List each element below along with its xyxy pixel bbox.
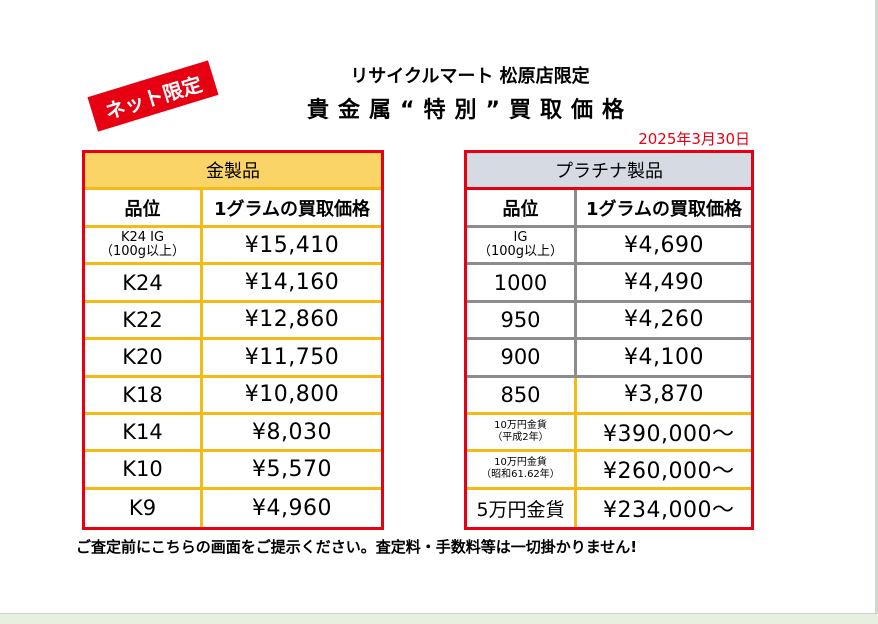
gold-row-grade: K9 xyxy=(85,489,203,527)
platinum-row-grade-line2: （100g以上） xyxy=(477,244,564,260)
coin-row-price: ¥390,000〜 xyxy=(577,415,751,453)
gold-row-price: ¥10,800 xyxy=(203,378,381,415)
platinum-row-grade: 900 xyxy=(467,340,577,378)
coin-row-grade-line1: 10万円金貨 xyxy=(494,420,547,432)
gold-row-grade: K22 xyxy=(85,302,203,341)
gold-row-price: ¥8,030 xyxy=(203,415,381,453)
coin-row-grade-line2: （昭和61.62年） xyxy=(481,469,560,481)
store-name: リサイクルマート 松原店限定 xyxy=(350,66,590,87)
platinum-row-grade-line1: IG xyxy=(513,230,528,246)
gold-row-grade-line1: K24 IG xyxy=(120,230,165,246)
platinum-col-price-header: 1グラムの買取価格 xyxy=(577,190,751,228)
coin-row-grade: 10万円金貨 （平成2年） xyxy=(467,414,577,453)
platinum-row-grade: 1000 xyxy=(467,265,577,303)
coin-row-grade-line1: 10万円金貨 xyxy=(494,457,547,469)
platinum-row-price: ¥4,490 xyxy=(577,265,751,303)
platinum-row-price: ¥4,260 xyxy=(577,303,751,341)
coin-row-price: ¥234,000〜 xyxy=(603,498,735,524)
price-date: 2025年3月30日 xyxy=(638,130,750,148)
platinum-row-price: ¥4,690 xyxy=(577,228,751,266)
gold-row-grade: K14 xyxy=(85,414,203,453)
footer-notice: ご査定前にこちらの画面をご提示ください。査定料・手数料等は一切掛かりません! xyxy=(76,538,638,556)
gold-row-grade: K24 IG （100g以上） xyxy=(85,228,203,266)
gold-row-grade: K18 xyxy=(85,377,203,415)
window-edge xyxy=(875,0,878,614)
platinum-table-header: プラチナ製品 xyxy=(467,153,751,190)
platinum-row-price: ¥4,100 xyxy=(577,340,751,378)
gold-col-price-header: 1グラムの買取価格 xyxy=(203,190,381,228)
platinum-row-grade: 850 xyxy=(467,377,577,415)
gold-row-grade: K10 xyxy=(85,452,203,490)
coin-row-grade-line2: （平成2年） xyxy=(492,432,549,444)
gold-row-price: ¥15,410 xyxy=(203,228,381,266)
gold-col-grade-header: 品位 xyxy=(85,190,203,228)
bottom-strip xyxy=(0,613,878,624)
platinum-row-price: ¥3,870 xyxy=(577,378,751,415)
gold-row-price: ¥4,960 xyxy=(252,495,332,521)
gold-price-table: 金製品 品位 1グラムの買取価格 K24 IG （100g以上） ¥15,410… xyxy=(82,150,384,530)
gold-row-grade: K20 xyxy=(85,340,203,378)
gold-row-grade-line2: （100g以上） xyxy=(99,244,186,260)
gold-table-header: 金製品 xyxy=(85,153,381,190)
platinum-price-table: プラチナ製品 品位 1グラムの買取価格 IG （100g以上） ¥4,690 1… xyxy=(464,150,754,530)
gold-row-grade: K24 xyxy=(85,265,203,303)
coin-row-grade: 5万円金貨 xyxy=(467,489,577,527)
gold-row-price: ¥14,160 xyxy=(203,265,381,303)
platinum-row-grade: IG （100g以上） xyxy=(467,228,577,266)
gold-row-price: ¥12,860 xyxy=(203,303,381,341)
platinum-row-grade: 950 xyxy=(467,302,577,341)
coin-row-price: ¥260,000〜 xyxy=(577,452,751,490)
net-limited-stamp: ネット限定 xyxy=(87,60,219,132)
platinum-col-grade-header: 品位 xyxy=(467,190,577,228)
coin-row-grade: 10万円金貨 （昭和61.62年） xyxy=(467,452,577,490)
gold-row-price: ¥11,750 xyxy=(203,340,381,378)
page-title: 貴金属“特別”買取価格 xyxy=(307,98,633,123)
gold-row-price: ¥5,570 xyxy=(203,452,381,490)
